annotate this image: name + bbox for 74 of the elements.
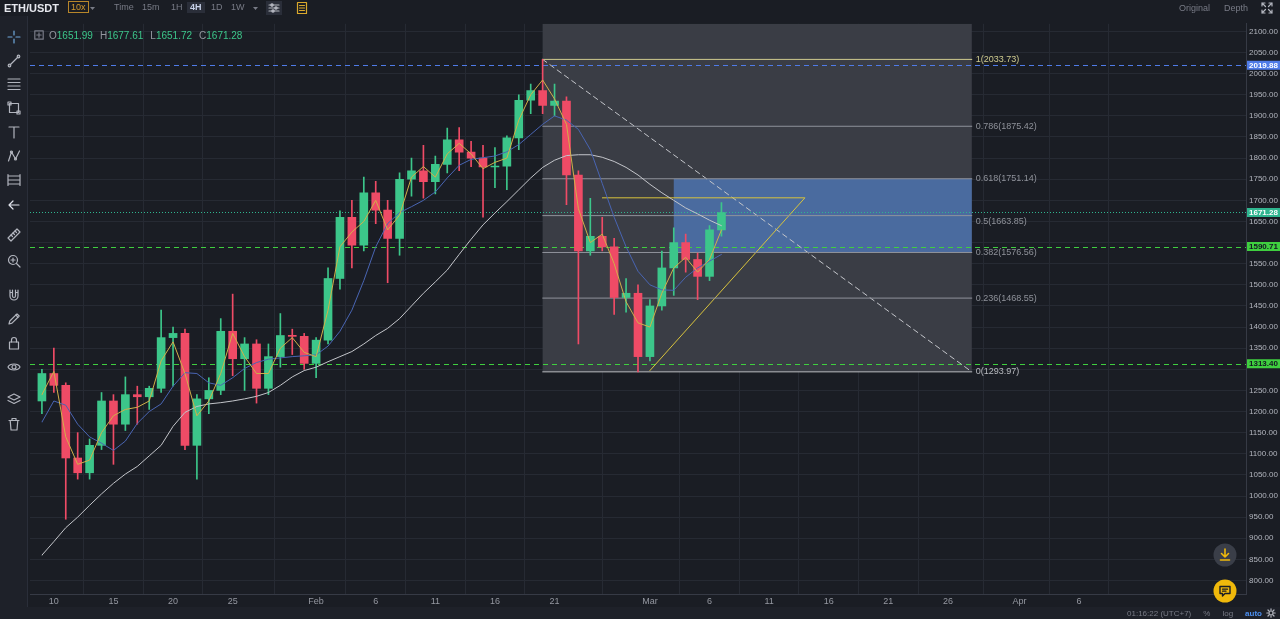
x-tick-label: 11	[430, 595, 441, 606]
series-label: 0.236(1468.55)	[975, 292, 1037, 303]
ref-line-label: 1590.71	[1249, 242, 1279, 252]
text: 01:16:22 (UTC+7)	[1127, 608, 1192, 618]
x-tick-label: 21	[549, 595, 560, 606]
x-tick-label: 6	[707, 595, 713, 606]
candlestick	[168, 326, 178, 387]
text: 4H	[187, 2, 205, 13]
y-tick-label: 1500.00	[1249, 280, 1279, 290]
y-tick-label: 1450.00	[1249, 301, 1279, 311]
ref-line-label: 2019.88	[1249, 60, 1279, 70]
ref-line-label: 1671.28	[1249, 208, 1279, 218]
y-tick-label: 1400.00	[1249, 322, 1279, 332]
candlestick	[132, 385, 142, 425]
y-tick-label: 950.00	[1249, 512, 1275, 522]
y-tick-label: 1850.00	[1249, 132, 1279, 142]
y-tick-label: 1150.00	[1249, 427, 1278, 437]
x-tick-label: Feb	[308, 595, 324, 606]
text: 1H	[171, 2, 183, 13]
series-label: 0.5(1663.85)	[975, 215, 1027, 226]
text: %	[1203, 608, 1211, 618]
series-label: 0.618(1751.14)	[975, 173, 1037, 184]
series-label: 1(2033.73)	[975, 53, 1020, 64]
text: 1W	[231, 2, 245, 13]
x-tick-label: 21	[883, 595, 894, 606]
y-tick-label: 2100.00	[1249, 26, 1279, 36]
y-tick-label: 1200.00	[1249, 406, 1279, 416]
ref-line-label: 1313.40	[1249, 359, 1279, 369]
annotation: C1671.28	[199, 29, 243, 41]
y-tick-label: 1700.00	[1249, 195, 1279, 205]
y-tick-label: 1250.00	[1249, 385, 1279, 395]
text: auto	[1245, 608, 1262, 618]
y-tick-label: 850.00	[1249, 554, 1275, 564]
text: 10x	[68, 1, 89, 13]
x-tick-label: Apr	[1012, 595, 1027, 606]
y-tick-label: 1000.00	[1249, 491, 1279, 501]
x-tick-label: 6	[373, 595, 379, 606]
y-tick-label: 2000.00	[1249, 68, 1279, 78]
y-tick-label: 1050.00	[1249, 470, 1279, 480]
y-tick-label: 900.00	[1249, 533, 1275, 543]
x-tick-label: 16	[823, 595, 834, 606]
y-tick-label: 800.00	[1249, 575, 1275, 585]
x-tick-label: 25	[227, 595, 238, 606]
x-tick-label: 6	[1076, 595, 1082, 606]
x-tick-label: 16	[489, 595, 500, 606]
x-tick-label: 20	[168, 595, 179, 606]
y-tick-label: 1900.00	[1249, 111, 1279, 121]
candlestick	[287, 328, 297, 355]
x-tick-label: Mar	[642, 595, 658, 606]
y-tick-label: 1950.00	[1249, 89, 1279, 99]
text: 1D	[211, 2, 223, 13]
text: Depth	[1223, 3, 1248, 13]
y-tick-label: 1100.00	[1249, 448, 1278, 458]
y-tick-label: 1350.00	[1249, 343, 1279, 353]
series-label: 0.382(1576.56)	[975, 246, 1037, 257]
series-label: 0.786(1875.42)	[975, 120, 1037, 131]
y-tick-label: 1550.00	[1249, 258, 1279, 268]
x-tick-label: 10	[48, 595, 59, 606]
y-tick-label: 2050.00	[1249, 47, 1279, 57]
x-tick-label: 26	[942, 595, 953, 606]
y-tick-label: 1800.00	[1249, 153, 1279, 163]
y-tick-label: 1650.00	[1249, 216, 1279, 226]
text: log	[1222, 608, 1234, 618]
annotation: O1651.99	[49, 29, 93, 41]
x-tick-label: 15	[108, 595, 119, 606]
text: Original	[1178, 3, 1210, 13]
y-tick-label: 1750.00	[1249, 174, 1279, 184]
annotation: H1677.61	[99, 29, 144, 41]
text: 15m	[142, 2, 160, 13]
x-tick-label: 11	[764, 595, 774, 606]
text: Time	[114, 2, 134, 13]
chart-title: ETH/USDT	[4, 2, 59, 14]
annotation: L1651.72	[150, 29, 193, 41]
series-label: 0(1293.97)	[975, 366, 1020, 377]
